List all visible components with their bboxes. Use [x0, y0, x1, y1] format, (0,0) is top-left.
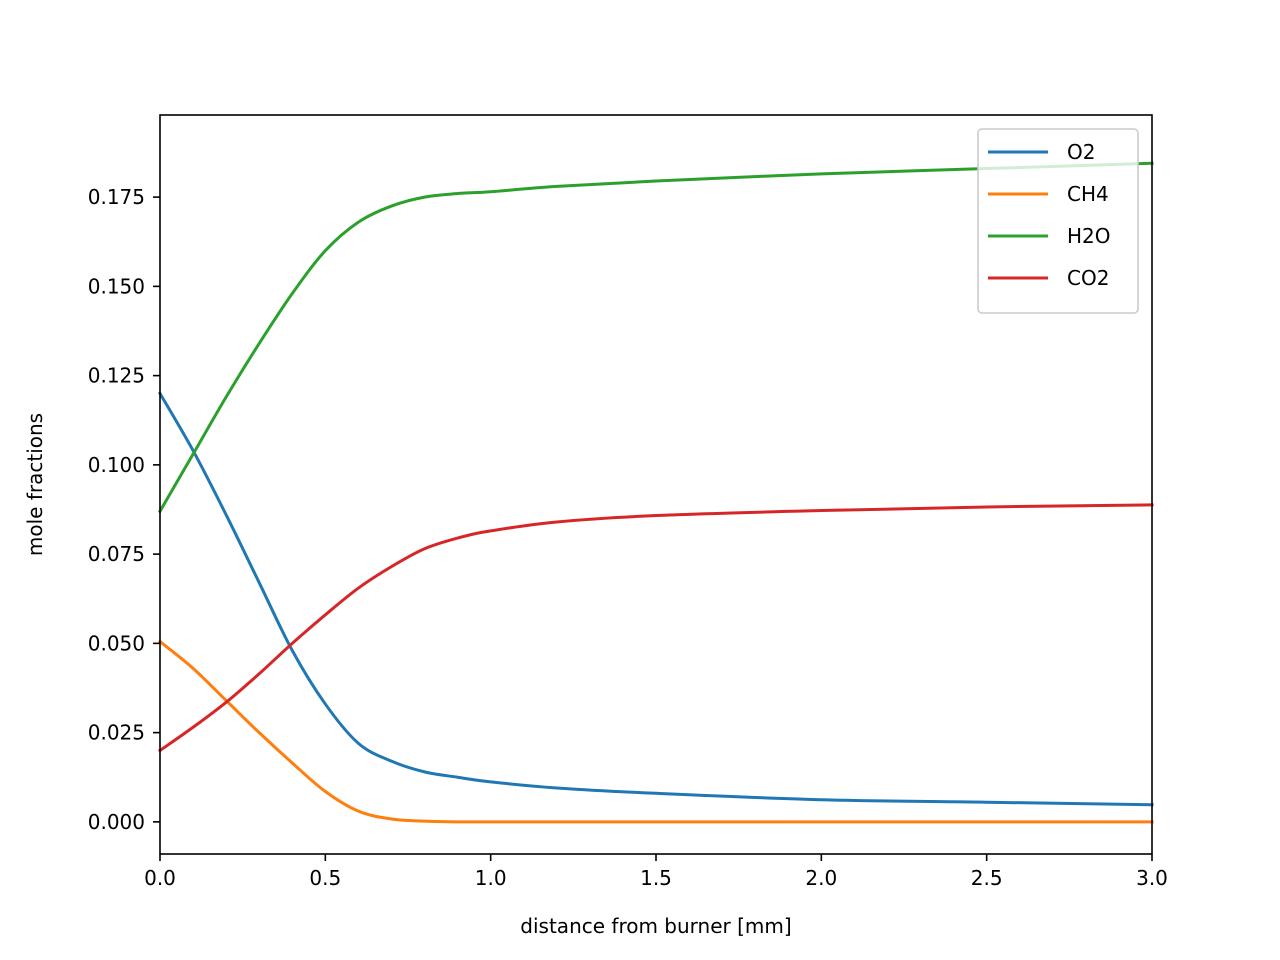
legend: O2 CH4 H2O CO2	[977, 128, 1139, 314]
series-layer	[157, 161, 1154, 824]
x-tick-label: 1.5	[640, 866, 672, 890]
y-axis: 0.000 0.025 0.050 0.075 0.100 0.125 0.150 0.175	[88, 185, 160, 834]
x-axis: 0.0 0.5 1.0 1.5 2.0 2.5 3.0	[144, 854, 1168, 890]
x-tick-label: 2.5	[971, 866, 1003, 890]
y-tick-label: 0.025	[88, 721, 145, 745]
x-tick-label: 0.0	[144, 866, 176, 890]
series-line-o2	[157, 391, 1154, 807]
x-tick-label: 0.5	[309, 866, 341, 890]
x-axis-label: distance from burner [mm]	[520, 914, 791, 938]
series-line-h2o	[157, 161, 1154, 514]
legend-box	[977, 128, 1139, 314]
y-tick-label: 0.000	[88, 810, 145, 834]
series-line-ch4	[157, 639, 1154, 824]
series-line-co2	[157, 503, 1154, 753]
legend-label-co2: CO2	[1067, 266, 1109, 290]
y-axis-label: mole fractions	[23, 413, 47, 556]
y-tick-label: 0.150	[88, 274, 145, 298]
y-tick-label: 0.050	[88, 631, 145, 655]
y-tick-label: 0.075	[88, 542, 145, 566]
x-tick-label: 3.0	[1136, 866, 1168, 890]
plot-frame	[159, 114, 1153, 855]
y-tick-label: 0.175	[88, 185, 145, 209]
x-tick-label: 1.0	[475, 866, 507, 890]
y-tick-label: 0.100	[88, 453, 145, 477]
y-tick-label: 0.125	[88, 364, 145, 388]
legend-label-ch4: CH4	[1067, 182, 1109, 206]
x-tick-label: 2.0	[805, 866, 837, 890]
legend-label-o2: O2	[1067, 140, 1095, 164]
legend-label-h2o: H2O	[1067, 224, 1111, 248]
